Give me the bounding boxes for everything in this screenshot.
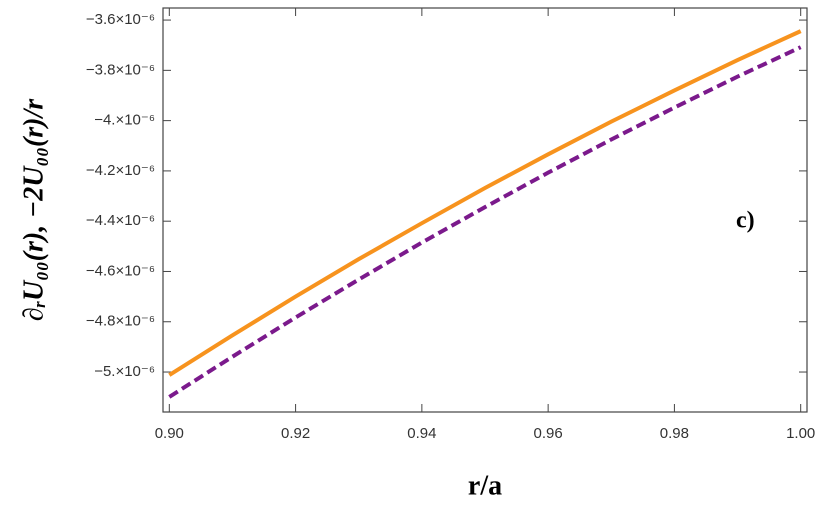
y-tick-label: −3.6×10⁻⁶ [86, 11, 155, 28]
y-tick-label: −3.8×10⁻⁶ [86, 61, 155, 78]
x-tick-label: 1.00 [786, 425, 815, 442]
x-tick-label: 0.94 [407, 425, 436, 442]
y-tick-label: −4.6×10⁻⁶ [86, 262, 155, 279]
y-tick-label: −4.8×10⁻⁶ [86, 313, 155, 330]
plot-frame [162, 7, 808, 413]
x-tick-label: 0.98 [660, 425, 689, 442]
y-tick-label: −4.×10⁻⁶ [94, 112, 155, 129]
x-axis-label: r/a [468, 470, 502, 501]
x-tick-label: 0.90 [155, 425, 184, 442]
series-line [168, 45, 802, 399]
x-tick-label: 0.92 [281, 425, 310, 442]
y-tick-label: −4.4×10⁻⁶ [86, 212, 155, 229]
annotation: c) [736, 208, 755, 234]
series-line [168, 29, 802, 377]
y-tick-label: −4.2×10⁻⁶ [86, 162, 155, 179]
y-axis-label: ∂ᵣU₀₀(r), −2U₀₀(r)/r [18, 98, 49, 321]
y-tick-label: −5.×10⁻⁶ [94, 363, 155, 380]
x-tick-label: 0.96 [534, 425, 563, 442]
